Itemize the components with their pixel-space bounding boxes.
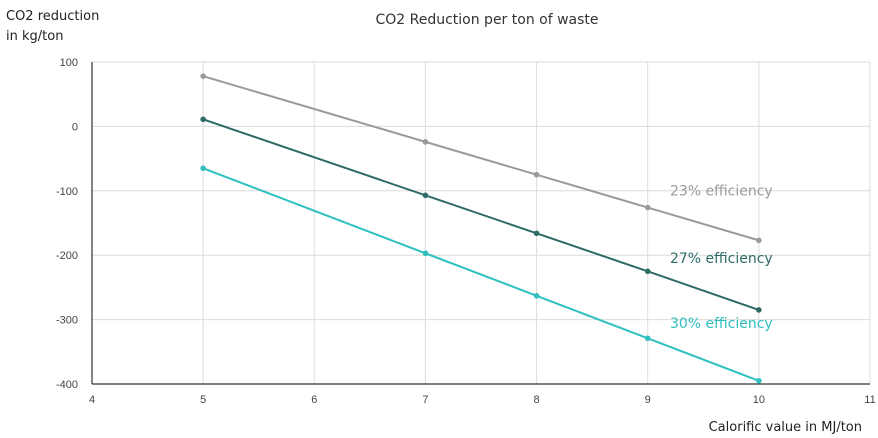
data-point <box>756 307 762 313</box>
y-tick-label: -400 <box>56 379 78 391</box>
data-point <box>533 230 540 237</box>
x-tick-label: 8 <box>534 394 540 406</box>
gridlines <box>92 61 871 384</box>
y-tick-label: -200 <box>56 250 78 262</box>
data-point <box>644 268 651 275</box>
y-axis-title-line1: CO2 reduction <box>6 9 99 24</box>
series-label: 23% efficiency <box>670 183 773 199</box>
y-tick-label: 100 <box>60 57 78 69</box>
data-point <box>422 192 429 199</box>
data-point <box>422 139 429 145</box>
x-tick-label: 6 <box>311 394 317 406</box>
y-tick-label: -300 <box>56 315 78 327</box>
series-line <box>202 75 760 242</box>
data-point <box>756 377 762 384</box>
series-label: 27% efficiency <box>670 251 773 267</box>
data-point <box>200 116 206 123</box>
tick-labels: 4 5 6 7 8 9 10 11 100 0 -100 -200 -300 -400 <box>56 57 876 406</box>
x-tick-label: 11 <box>864 394 875 406</box>
x-tick-label: 5 <box>200 394 206 406</box>
data-point <box>533 171 540 178</box>
data-point <box>644 204 651 211</box>
data-point <box>756 237 762 244</box>
series-1: 23% efficiency <box>200 73 773 244</box>
x-tick-label: 9 <box>645 394 651 406</box>
series-2: 27% efficiency <box>200 116 773 313</box>
y-axis-title-line2: in kg/ton <box>6 29 63 44</box>
series-group: 23% efficiency 27% efficiency 30% efficien… <box>200 73 773 384</box>
data-point <box>533 292 540 299</box>
y-tick-label: -100 <box>56 186 78 198</box>
series-3: 30% efficiency <box>200 165 773 384</box>
x-tick-label: 10 <box>753 394 765 406</box>
series-line <box>202 118 760 311</box>
x-tick-label: 4 <box>89 394 95 406</box>
series-label: 30% efficiency <box>670 316 773 332</box>
data-point <box>422 250 429 257</box>
y-tick-label: 0 <box>72 121 78 133</box>
chart-title: CO2 Reduction per ton of waste <box>375 12 598 28</box>
series-line <box>202 167 760 382</box>
data-point <box>200 73 206 79</box>
x-axis-title: Calorific value in MJ/ton <box>709 420 862 435</box>
x-tick-label: 7 <box>422 394 428 406</box>
data-point <box>200 165 206 172</box>
data-point <box>644 335 651 342</box>
axes <box>91 62 870 385</box>
